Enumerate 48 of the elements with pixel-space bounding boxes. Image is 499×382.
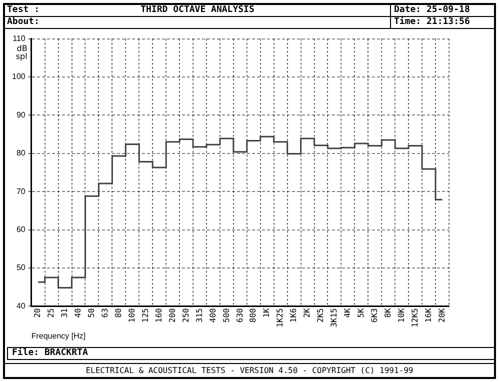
x-tick-label: 25 bbox=[46, 308, 56, 318]
x-tick-label: 20 bbox=[33, 308, 42, 318]
x-tick-label: 1K bbox=[262, 308, 272, 318]
text: ELECTRICAL & ACOUSTICAL TESTS - VERSION 4.50 - COPYRIGHT (C) 1991-99 bbox=[5, 363, 494, 378]
x-tick-label: 3K15 bbox=[330, 308, 339, 328]
x-tick-label: 31 bbox=[60, 308, 70, 318]
x-tick-label: 200 bbox=[168, 308, 177, 323]
text: About: bbox=[7, 17, 40, 28]
x-axis-title: Frequency [Hz] bbox=[31, 331, 86, 340]
text: Test : bbox=[7, 5, 40, 16]
y-tick-label: 70 bbox=[16, 186, 26, 196]
x-tick-label: 12K5 bbox=[410, 308, 420, 328]
y-tick-label: 100 bbox=[12, 72, 26, 82]
x-tick-label: 125 bbox=[140, 308, 150, 323]
y-tick-label: 80 bbox=[16, 148, 26, 158]
x-tick-label: 315 bbox=[194, 308, 204, 323]
x-tick-label: 40 bbox=[74, 308, 83, 318]
x-tick-label: 80 bbox=[114, 308, 123, 318]
x-tick-label: 6K3 bbox=[370, 308, 379, 323]
x-tick-label: 400 bbox=[208, 308, 218, 323]
x-tick-label: 1K6 bbox=[289, 308, 298, 323]
x-tick-label: 2K5 bbox=[316, 308, 326, 323]
text: File: BRACKRTA bbox=[7, 347, 495, 360]
x-tick-label: 500 bbox=[222, 308, 231, 323]
y-tick-label: 50 bbox=[16, 263, 26, 272]
y-tick-label: 110 bbox=[12, 34, 26, 44]
x-tick-label: 50 bbox=[87, 308, 96, 318]
y-tick-label: 40 bbox=[16, 301, 26, 310]
x-tick-label: 10K bbox=[396, 308, 406, 323]
x-tick-label: 16K bbox=[424, 308, 433, 323]
x-tick-label: 250 bbox=[181, 308, 190, 323]
x-tick-label: 100 bbox=[127, 308, 136, 323]
x-tick-label: 4K bbox=[343, 308, 352, 318]
text: Date: 25-09-18 bbox=[394, 5, 470, 16]
y-tick-label: 60 bbox=[16, 224, 26, 234]
x-tick-label: 5K bbox=[356, 308, 366, 318]
x-tick-label: 8K bbox=[383, 308, 392, 318]
x-tick-label: 2K bbox=[302, 308, 312, 318]
x-tick-label: 160 bbox=[154, 308, 164, 323]
x-tick-label: 800 bbox=[248, 308, 258, 323]
chart-title: THIRD OCTAVE ANALYSIS bbox=[140, 5, 254, 15]
x-tick-label: 63 bbox=[100, 308, 110, 318]
x-tick-label: 1K25 bbox=[276, 308, 285, 328]
x-tick-label: 20K bbox=[437, 308, 446, 323]
y-axis-title: dB spl bbox=[16, 44, 28, 61]
y-tick-label: 90 bbox=[16, 110, 26, 120]
text: Time: 21:13:56 bbox=[394, 17, 470, 28]
x-tick-label: 630 bbox=[235, 308, 244, 323]
